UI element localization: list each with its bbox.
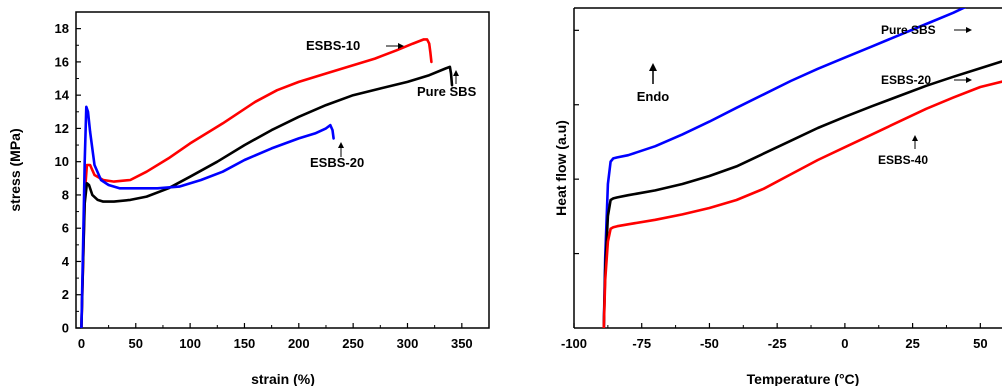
x-tick-label: 50 bbox=[973, 336, 987, 351]
series-group bbox=[80, 38, 454, 328]
y-tick-label: 16 bbox=[55, 54, 69, 69]
plot-frame bbox=[75, 11, 490, 329]
x-tick-label: 50 bbox=[129, 336, 143, 351]
arrow-esbs-20 bbox=[338, 142, 344, 157]
series-line-esbs-20 bbox=[602, 60, 1002, 328]
series-group bbox=[602, 8, 1002, 328]
y-axis-title: stress (MPa) bbox=[7, 128, 23, 211]
dsc-chart: -100 -75 -50 -25 0 25 50 Temperature (°C) Heat… bbox=[553, 7, 1002, 386]
y-axis-ticks bbox=[574, 29, 579, 255]
x-axis-ticks: 0 50 100 150 200 250 300 350 bbox=[78, 323, 473, 351]
x-tick-label: 0 bbox=[841, 336, 848, 351]
y-tick-label: 6 bbox=[62, 221, 69, 236]
stress-strain-chart: 0 2 4 6 8 10 12 14 16 18 0 50 100 150 200 250 300 350 st… bbox=[7, 11, 490, 386]
y-axis-ticks: 0 2 4 6 8 10 12 14 16 18 bbox=[55, 21, 81, 336]
y-axis-title: Heat flow (a.u) bbox=[553, 120, 569, 216]
y-tick-label: 8 bbox=[62, 187, 69, 202]
x-tick-label: 300 bbox=[397, 336, 419, 351]
x-tick-label: 200 bbox=[288, 336, 310, 351]
series-line-esbs-40 bbox=[602, 80, 1002, 328]
endo-arrow-icon bbox=[649, 63, 657, 84]
arrow-esbs-20 bbox=[954, 77, 972, 83]
y-tick-label: 2 bbox=[62, 287, 69, 302]
label-endo: Endo bbox=[637, 89, 670, 104]
y-tick-label: 14 bbox=[55, 88, 70, 103]
x-tick-label: -75 bbox=[632, 336, 651, 351]
arrow-esbs-40 bbox=[912, 135, 918, 149]
x-axis-ticks: -100 -75 -50 -25 0 25 50 bbox=[561, 323, 988, 351]
y-tick-label: 18 bbox=[55, 21, 69, 36]
series-line-esbs-10 bbox=[80, 38, 433, 328]
label-pure-sbs: Pure SBS bbox=[417, 84, 477, 99]
x-tick-label: 25 bbox=[905, 336, 919, 351]
x-tick-label: 150 bbox=[234, 336, 256, 351]
series-line-esbs-20 bbox=[80, 105, 335, 328]
x-tick-label: 250 bbox=[342, 336, 364, 351]
series-line-pure-sbs bbox=[602, 8, 967, 328]
arrow-pure-sbs bbox=[453, 70, 459, 84]
x-axis-title: Temperature (°C) bbox=[747, 371, 860, 386]
label-pure-sbs: Pure SBS bbox=[881, 23, 936, 37]
label-esbs-20: ESBS-20 bbox=[310, 155, 364, 170]
series-line-pure-sbs bbox=[80, 65, 454, 328]
arrow-esbs-10 bbox=[386, 43, 404, 49]
arrow-pure-sbs bbox=[954, 27, 972, 33]
x-axis-title: strain (%) bbox=[251, 371, 315, 386]
y-tick-label: 12 bbox=[55, 121, 69, 136]
label-esbs-10: ESBS-10 bbox=[306, 38, 360, 53]
label-esbs-20: ESBS-20 bbox=[881, 73, 931, 87]
x-tick-label: -25 bbox=[768, 336, 787, 351]
x-tick-label: 0 bbox=[78, 336, 85, 351]
x-tick-label: -50 bbox=[700, 336, 719, 351]
x-tick-label: 100 bbox=[179, 336, 201, 351]
y-tick-label: 4 bbox=[62, 254, 70, 269]
x-tick-label: 350 bbox=[451, 336, 473, 351]
label-esbs-40: ESBS-40 bbox=[878, 153, 928, 167]
x-tick-label: -100 bbox=[561, 336, 587, 351]
y-tick-label: 0 bbox=[62, 321, 69, 336]
y-tick-label: 10 bbox=[55, 154, 69, 169]
